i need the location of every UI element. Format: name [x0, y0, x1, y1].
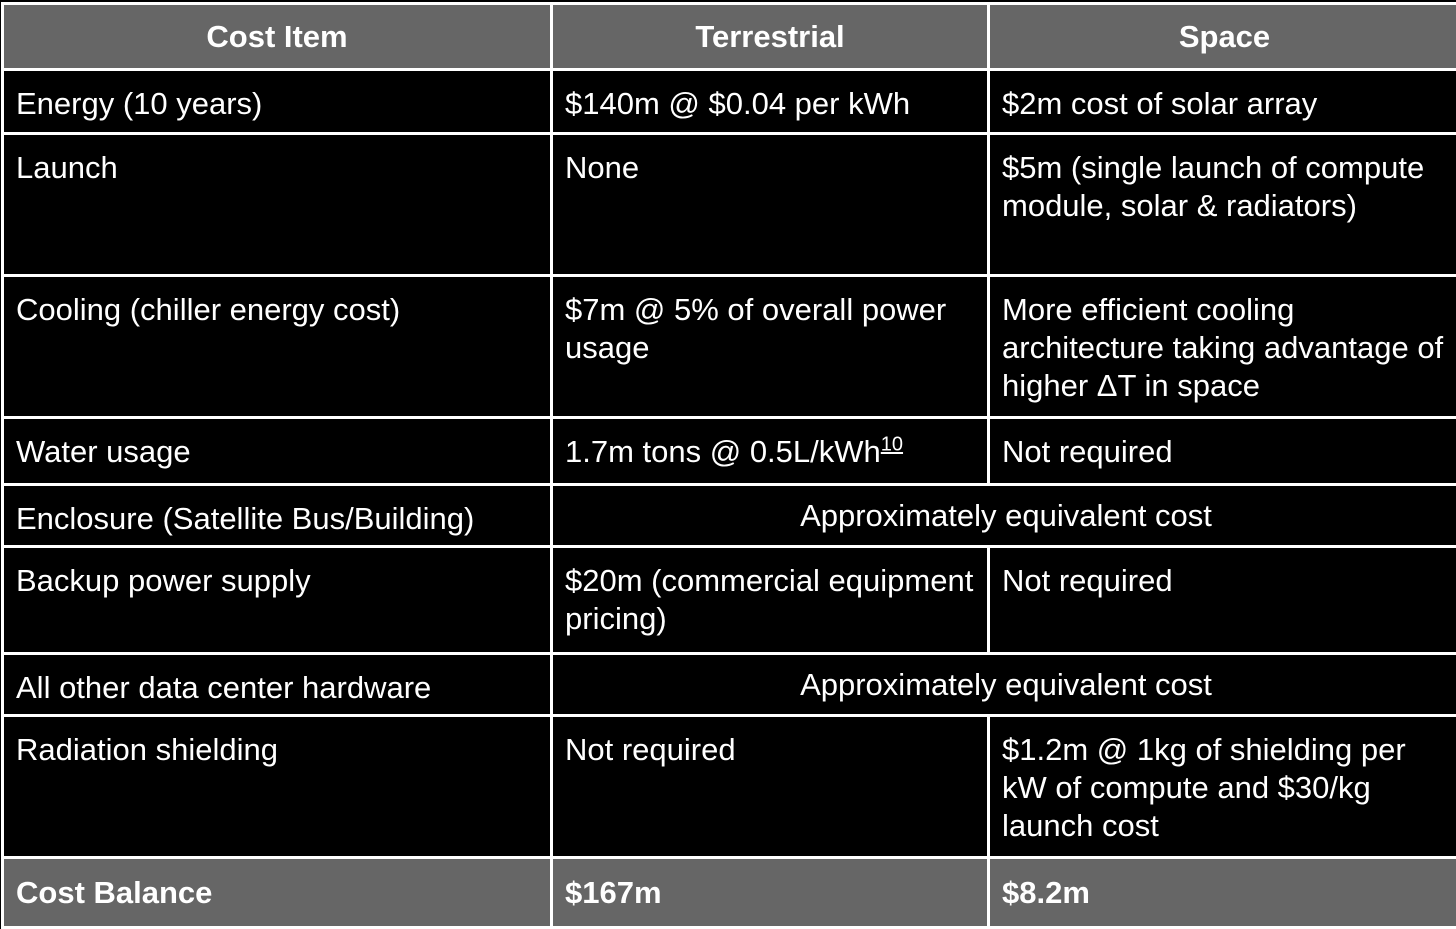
cell-space: More efficient cooling architecture taki…: [989, 276, 1456, 418]
cell-item: Enclosure (Satellite Bus/Building): [3, 485, 552, 547]
cell-terrestrial: None: [552, 134, 989, 276]
header-space: Space: [989, 4, 1456, 70]
header-terrestrial: Terrestrial: [552, 4, 989, 70]
cell-space: $5m (single launch of compute module, so…: [989, 134, 1456, 276]
cell-terrestrial-total: $167m: [552, 858, 989, 928]
cell-terrestrial: 1.7m tons @ 0.5L/kWh10: [552, 418, 989, 485]
cell-terrestrial: $20m (commercial equipment pricing): [552, 547, 989, 654]
row-backup-power: Backup power supply $20m (commercial equ…: [3, 547, 1456, 654]
row-water: Water usage 1.7m tons @ 0.5L/kWh10 Not r…: [3, 418, 1456, 485]
cell-space: Not required: [989, 547, 1456, 654]
row-energy: Energy (10 years) $140m @ $0.04 per kWh …: [3, 70, 1456, 134]
cell-space: $1.2m @ 1kg of shielding per kW of compu…: [989, 716, 1456, 858]
footnote-reference[interactable]: 10: [881, 434, 903, 456]
cell-shared: Approximately equivalent cost: [552, 485, 1456, 547]
cell-terrestrial: $7m @ 5% of overall power usage: [552, 276, 989, 418]
cell-shared: Approximately equivalent cost: [552, 654, 1456, 716]
cell-terrestrial: $140m @ $0.04 per kWh: [552, 70, 989, 134]
row-radiation-shielding: Radiation shielding Not required $1.2m @…: [3, 716, 1456, 858]
cell-item: Energy (10 years): [3, 70, 552, 134]
cell-space-total: $8.2m: [989, 858, 1456, 928]
cell-item: All other data center hardware: [3, 654, 552, 716]
cell-item: Radiation shielding: [3, 716, 552, 858]
cell-item: Cost Balance: [3, 858, 552, 928]
row-launch: Launch None $5m (single launch of comput…: [3, 134, 1456, 276]
row-cooling: Cooling (chiller energy cost) $7m @ 5% o…: [3, 276, 1456, 418]
row-cost-balance: Cost Balance $167m $8.2m: [3, 858, 1456, 928]
cell-terrestrial: Not required: [552, 716, 989, 858]
cell-terrestrial-text: 1.7m tons @ 0.5L/kWh: [565, 434, 881, 469]
row-other-hardware: All other data center hardware Approxima…: [3, 654, 1456, 716]
cell-item: Water usage: [3, 418, 552, 485]
cell-item: Launch: [3, 134, 552, 276]
cell-space: $2m cost of solar array: [989, 70, 1456, 134]
header-row: Cost Item Terrestrial Space: [3, 4, 1456, 70]
cell-space: Not required: [989, 418, 1456, 485]
cell-item: Backup power supply: [3, 547, 552, 654]
cell-item: Cooling (chiller energy cost): [3, 276, 552, 418]
header-cost-item: Cost Item: [3, 4, 552, 70]
row-enclosure: Enclosure (Satellite Bus/Building) Appro…: [3, 485, 1456, 547]
